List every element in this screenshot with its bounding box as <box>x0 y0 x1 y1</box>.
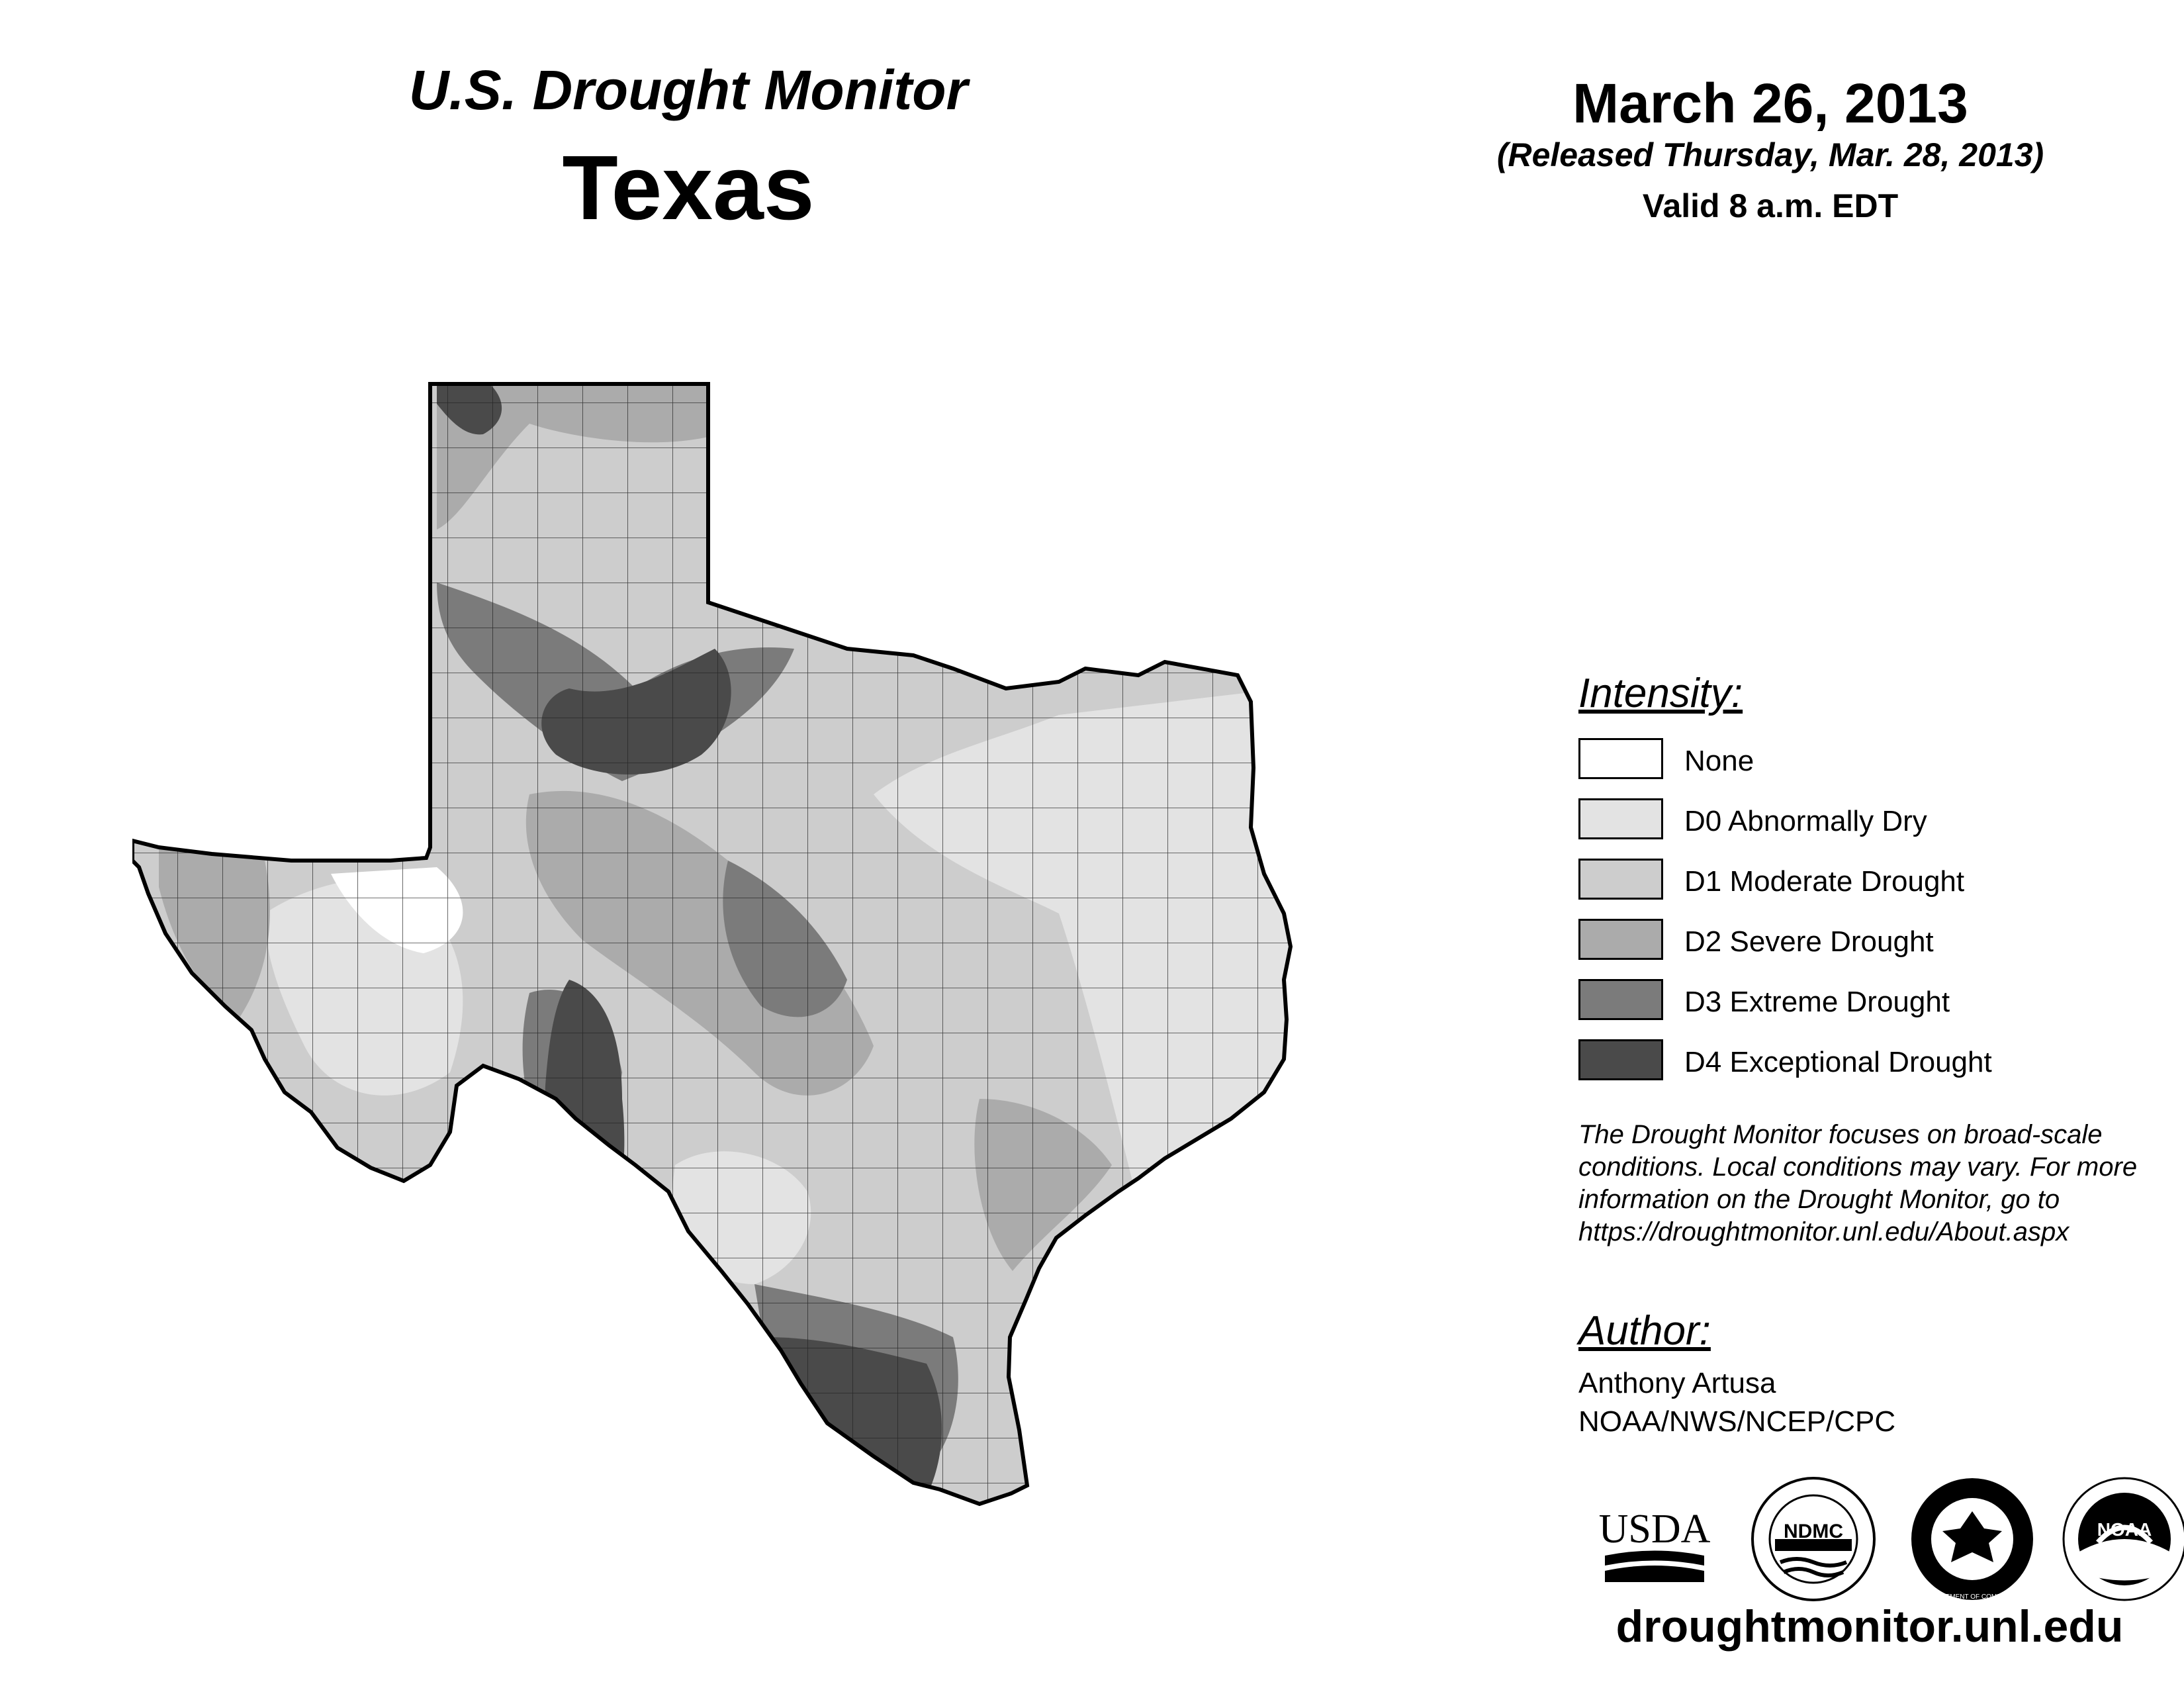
legend-swatch <box>1578 859 1663 900</box>
usda-logo-text: USDA <box>1599 1507 1711 1552</box>
author-organization: NOAA/NWS/NCEP/CPC <box>1578 1405 1896 1438</box>
author-name: Anthony Artusa <box>1578 1367 1776 1399</box>
map-title: Texas <box>562 137 815 239</box>
legend-swatch <box>1578 738 1663 779</box>
commerce-seal-text: DEPARTMENT OF COMMERCE <box>1924 1593 2021 1601</box>
noaa-logo-text: NOAA <box>2097 1519 2152 1540</box>
legend-swatch <box>1578 919 1663 960</box>
legend-swatch <box>1578 1039 1663 1080</box>
county-boundaries <box>132 384 1291 1504</box>
legend-label: None <box>1684 745 1754 777</box>
ndmc-logo-text: NDMC <box>1784 1521 1843 1542</box>
website-link[interactable]: droughtmonitor.unl.edu <box>1615 1601 2124 1652</box>
disclaimer-note: The Drought Monitor focuses on broad-sca… <box>1578 1120 2138 1246</box>
legend-label: D1 Moderate Drought <box>1684 865 1965 898</box>
legend-title: Intensity: <box>1578 671 1743 716</box>
author-heading: Author: <box>1578 1308 1711 1354</box>
texas-drought-map <box>132 382 1293 1507</box>
legend-label: D4 Exceptional Drought <box>1684 1046 1992 1078</box>
legend-label: D3 Extreme Drought <box>1684 986 1950 1018</box>
usda-logo-icon: USDA <box>1599 1507 1711 1582</box>
map-date: March 26, 2013 <box>1572 72 1968 134</box>
texas-outline <box>132 382 1293 1507</box>
commerce-seal-icon: DEPARTMENT OF COMMERCE <box>1911 1478 2033 1601</box>
legend-swatch <box>1578 798 1663 839</box>
legend-swatch <box>1578 979 1663 1020</box>
release-date: (Released Thursday, Mar. 28, 2013) <box>1496 136 2044 173</box>
valid-time: Valid 8 a.m. EDT <box>1642 187 1899 224</box>
legend-label: D2 Severe Drought <box>1684 925 1934 958</box>
ndmc-logo-icon: NDMC <box>1751 1477 1876 1601</box>
map-subtitle: U.S. Drought Monitor <box>408 59 968 121</box>
legend-label: D0 Abnormally Dry <box>1684 805 1927 837</box>
noaa-logo-icon: NOAA <box>2062 1477 2184 1601</box>
